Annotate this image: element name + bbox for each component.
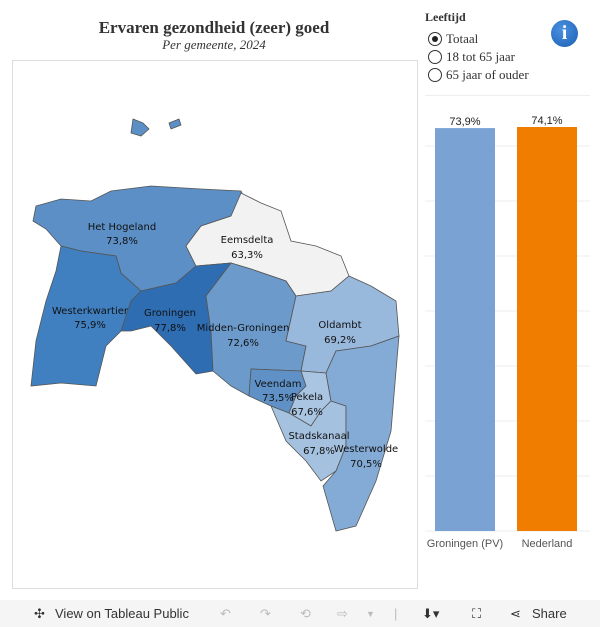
radio-65-plus[interactable]: 65 jaar of ouder: [428, 67, 529, 83]
radio-18-65[interactable]: 18 tot 65 jaar: [428, 49, 515, 65]
bar-1[interactable]: [517, 127, 577, 531]
label-name: Groningen: [144, 308, 196, 319]
region-westerwolde[interactable]: [322, 335, 400, 532]
category-label: Nederland: [522, 538, 573, 550]
radio-label: 18 tot 65 jaar: [446, 49, 515, 64]
label-name: Stadskanaal: [288, 431, 349, 442]
label-value: 63,3%: [231, 250, 263, 261]
bar-value-label: 74,1%: [531, 115, 562, 127]
label-name: Westerwolde: [334, 444, 398, 455]
radio-totaal[interactable]: Totaal: [428, 31, 478, 47]
fullscreen-icon[interactable]: ⛶: [472, 606, 482, 621]
label-value: 72,6%: [227, 338, 259, 349]
tableau-icon: ✣: [34, 606, 45, 621]
share-button[interactable]: Share: [532, 606, 567, 621]
page-title: Ervaren gezondheid (zeer) goed: [98, 18, 330, 37]
radio-selected-icon: [428, 32, 442, 46]
label-name: Het Hogeland: [88, 222, 157, 233]
radio-icon: [428, 68, 442, 82]
legend-title: Leeftijd: [425, 10, 466, 24]
bar-value-label: 73,9%: [449, 116, 480, 128]
radio-icon: [428, 50, 442, 64]
label-value: 67,6%: [291, 407, 323, 418]
label-value: 69,2%: [324, 335, 356, 346]
undo-icon[interactable]: ↶: [220, 606, 231, 621]
chevron-down-icon[interactable]: ▼: [366, 609, 375, 619]
download-icon[interactable]: ⬇▾: [422, 606, 440, 621]
map: Het Hogeland 73,8% Eemsdelta 63,3% Weste…: [30, 118, 400, 532]
label-name: Eemsdelta: [221, 235, 274, 246]
label-name: Midden-Groningen: [197, 323, 290, 334]
view-on-tableau-button[interactable]: View on Tableau Public: [55, 606, 189, 621]
page-subtitle: Per gemeente, 2024: [162, 37, 266, 52]
label-value: 77,8%: [154, 323, 186, 334]
region-westerkwartier[interactable]: [30, 245, 142, 387]
label-name: Oldambt: [318, 320, 361, 331]
label-value: 73,5%: [262, 393, 294, 404]
label-name: Pekela: [291, 392, 323, 403]
map-panel: Het Hogeland 73,8% Eemsdelta 63,3% Weste…: [12, 60, 418, 589]
radio-label: Totaal: [446, 31, 479, 46]
share-icon[interactable]: ⋖: [510, 606, 521, 621]
region-groningen[interactable]: [120, 262, 232, 375]
label-name: Veendam: [255, 379, 302, 390]
redo-icon[interactable]: ↷: [260, 606, 271, 621]
label-name: Westerkwartier: [52, 306, 129, 317]
category-label: Groningen (PV): [427, 538, 503, 550]
bar-chart: 73,9% Groningen (PV) 74,1% Nederland: [425, 95, 590, 556]
toolbar: ✣ View on Tableau Public ↶ ↷ ⟲ ⇨ ▼ | ⬇▾ …: [0, 600, 600, 627]
label-value: 67,8%: [303, 446, 335, 457]
refresh-icon[interactable]: ⇨: [337, 606, 348, 621]
bar-chart-svg: 73,9% Groningen (PV) 74,1% Nederland: [425, 115, 590, 550]
label-value: 75,9%: [74, 320, 106, 331]
radio-label: 65 jaar of ouder: [446, 67, 529, 82]
label-value: 73,8%: [106, 236, 138, 247]
info-icon[interactable]: i: [551, 20, 578, 47]
revert-icon[interactable]: ⟲: [300, 606, 311, 621]
bar-0[interactable]: [435, 128, 495, 531]
divider: |: [394, 606, 398, 621]
label-value: 70,5%: [350, 459, 382, 470]
